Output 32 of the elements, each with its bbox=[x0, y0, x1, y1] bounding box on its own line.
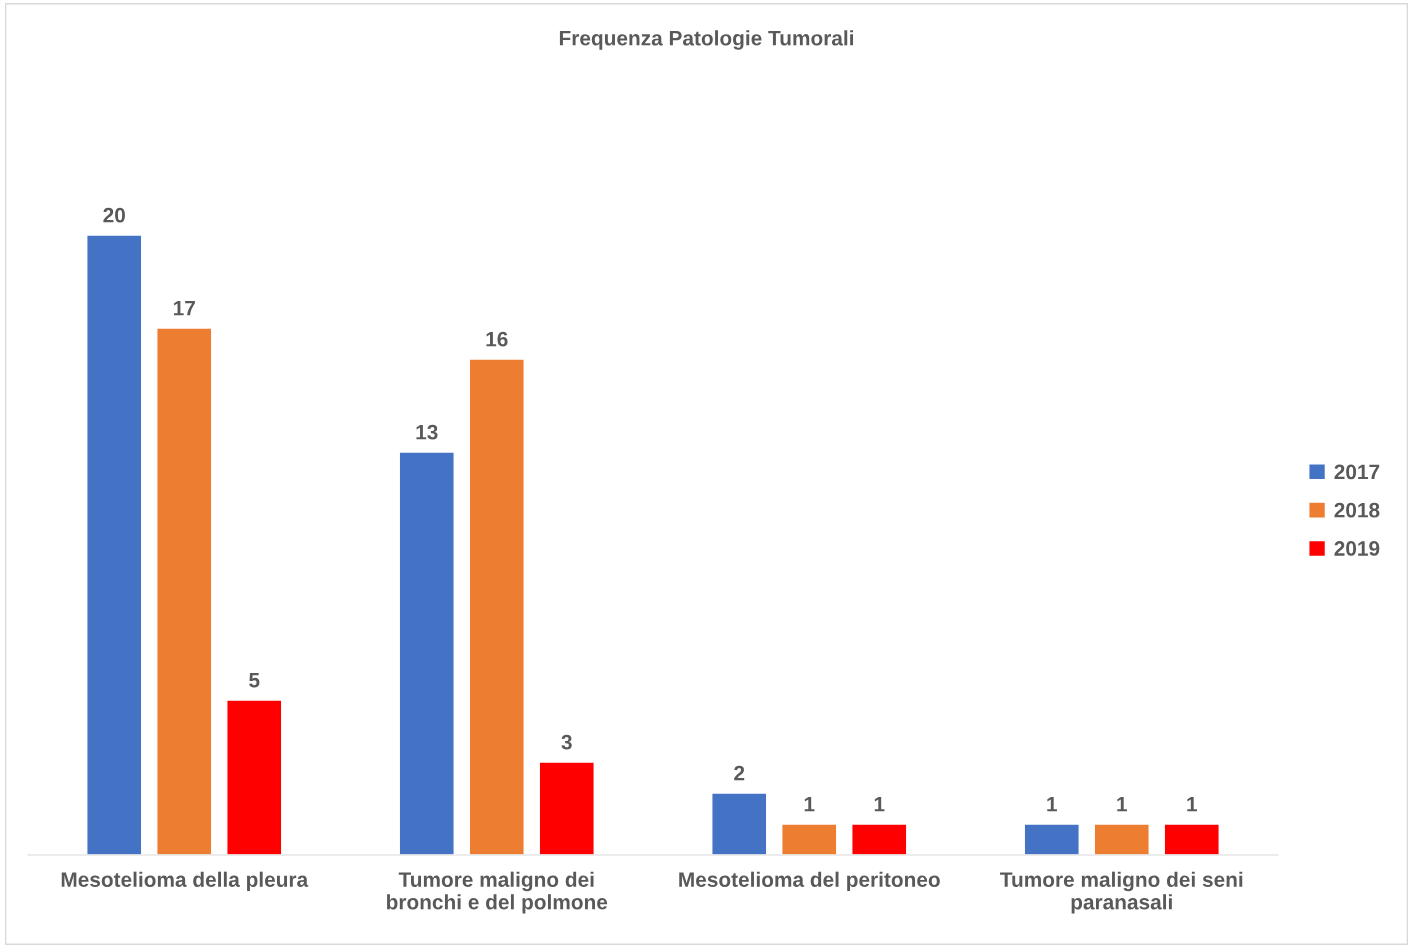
data-label: 1 bbox=[804, 797, 815, 812]
data-label: 1 bbox=[1047, 797, 1057, 812]
bar bbox=[781, 823, 838, 855]
bar bbox=[538, 761, 595, 855]
data-label: 5 bbox=[249, 673, 260, 688]
data-label: 1 bbox=[1187, 797, 1197, 812]
bar bbox=[156, 327, 213, 855]
data-label: 13 bbox=[416, 424, 438, 440]
data-label: 3 bbox=[561, 734, 572, 750]
data-label: 1 bbox=[1117, 797, 1127, 812]
bar bbox=[711, 792, 768, 855]
x-tick-label: Tumore maligno dei seni paranasali bbox=[1000, 871, 1243, 914]
bar bbox=[1023, 823, 1080, 855]
bar bbox=[1093, 823, 1150, 855]
bar bbox=[86, 234, 143, 855]
legend-label: 2019 bbox=[1334, 541, 1380, 556]
x-tick-label: Mesotelioma della pleura bbox=[61, 871, 309, 892]
legend-label: 2018 bbox=[1334, 502, 1380, 518]
chart-title: Frequenza Patologie Tumorali bbox=[559, 30, 854, 50]
data-label: 16 bbox=[486, 331, 508, 347]
data-label: 20 bbox=[103, 207, 125, 223]
x-tick-label: Tumore maligno dei bronchi e del polmone bbox=[387, 871, 608, 914]
bar bbox=[226, 699, 283, 855]
data-label: 2 bbox=[734, 765, 745, 781]
legend-label: 2017 bbox=[1334, 464, 1380, 480]
bar bbox=[468, 358, 525, 855]
bar bbox=[398, 451, 455, 855]
x-tick-label: Mesotelioma del peritoneo bbox=[679, 871, 940, 892]
bar bbox=[851, 823, 908, 855]
data-label: 17 bbox=[173, 301, 195, 316]
data-label: 1 bbox=[874, 797, 885, 812]
bar bbox=[1163, 823, 1220, 855]
